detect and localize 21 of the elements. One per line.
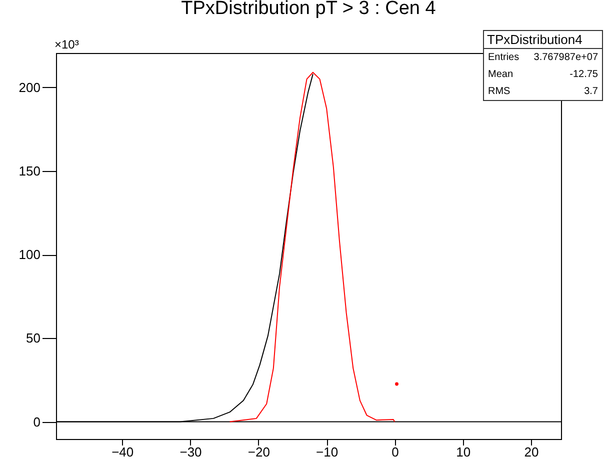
y-tick-label: 0 bbox=[33, 414, 40, 430]
y-tick-label: 50 bbox=[26, 330, 40, 346]
text: -12.75 bbox=[570, 69, 598, 80]
x-tick-label: −20 bbox=[248, 444, 270, 460]
text: 3.7 bbox=[584, 86, 598, 97]
annotation: 3.767987e+07 bbox=[534, 52, 598, 63]
y-tick-label: 200 bbox=[18, 80, 40, 95]
y-tick-label: 150 bbox=[18, 164, 40, 179]
annotation: Mean bbox=[488, 69, 514, 80]
y-axis-title: ×10³ bbox=[54, 38, 79, 52]
annotation: Entries bbox=[488, 52, 520, 63]
annotation: RMS bbox=[488, 86, 510, 97]
x-tick-label: 10 bbox=[456, 444, 471, 460]
x-tick-label: −30 bbox=[180, 444, 202, 460]
chart-title: TPxDistribution pT > 3 : Cen 4 bbox=[181, 0, 436, 19]
x-tick-label: −40 bbox=[112, 444, 134, 460]
y-tick-label: 100 bbox=[18, 247, 40, 262]
x-tick-label: −10 bbox=[316, 444, 338, 460]
text: TPxDistribution4 bbox=[484, 31, 602, 49]
x-tick-label: 20 bbox=[524, 444, 539, 460]
x-tick-label: 0 bbox=[392, 444, 399, 460]
